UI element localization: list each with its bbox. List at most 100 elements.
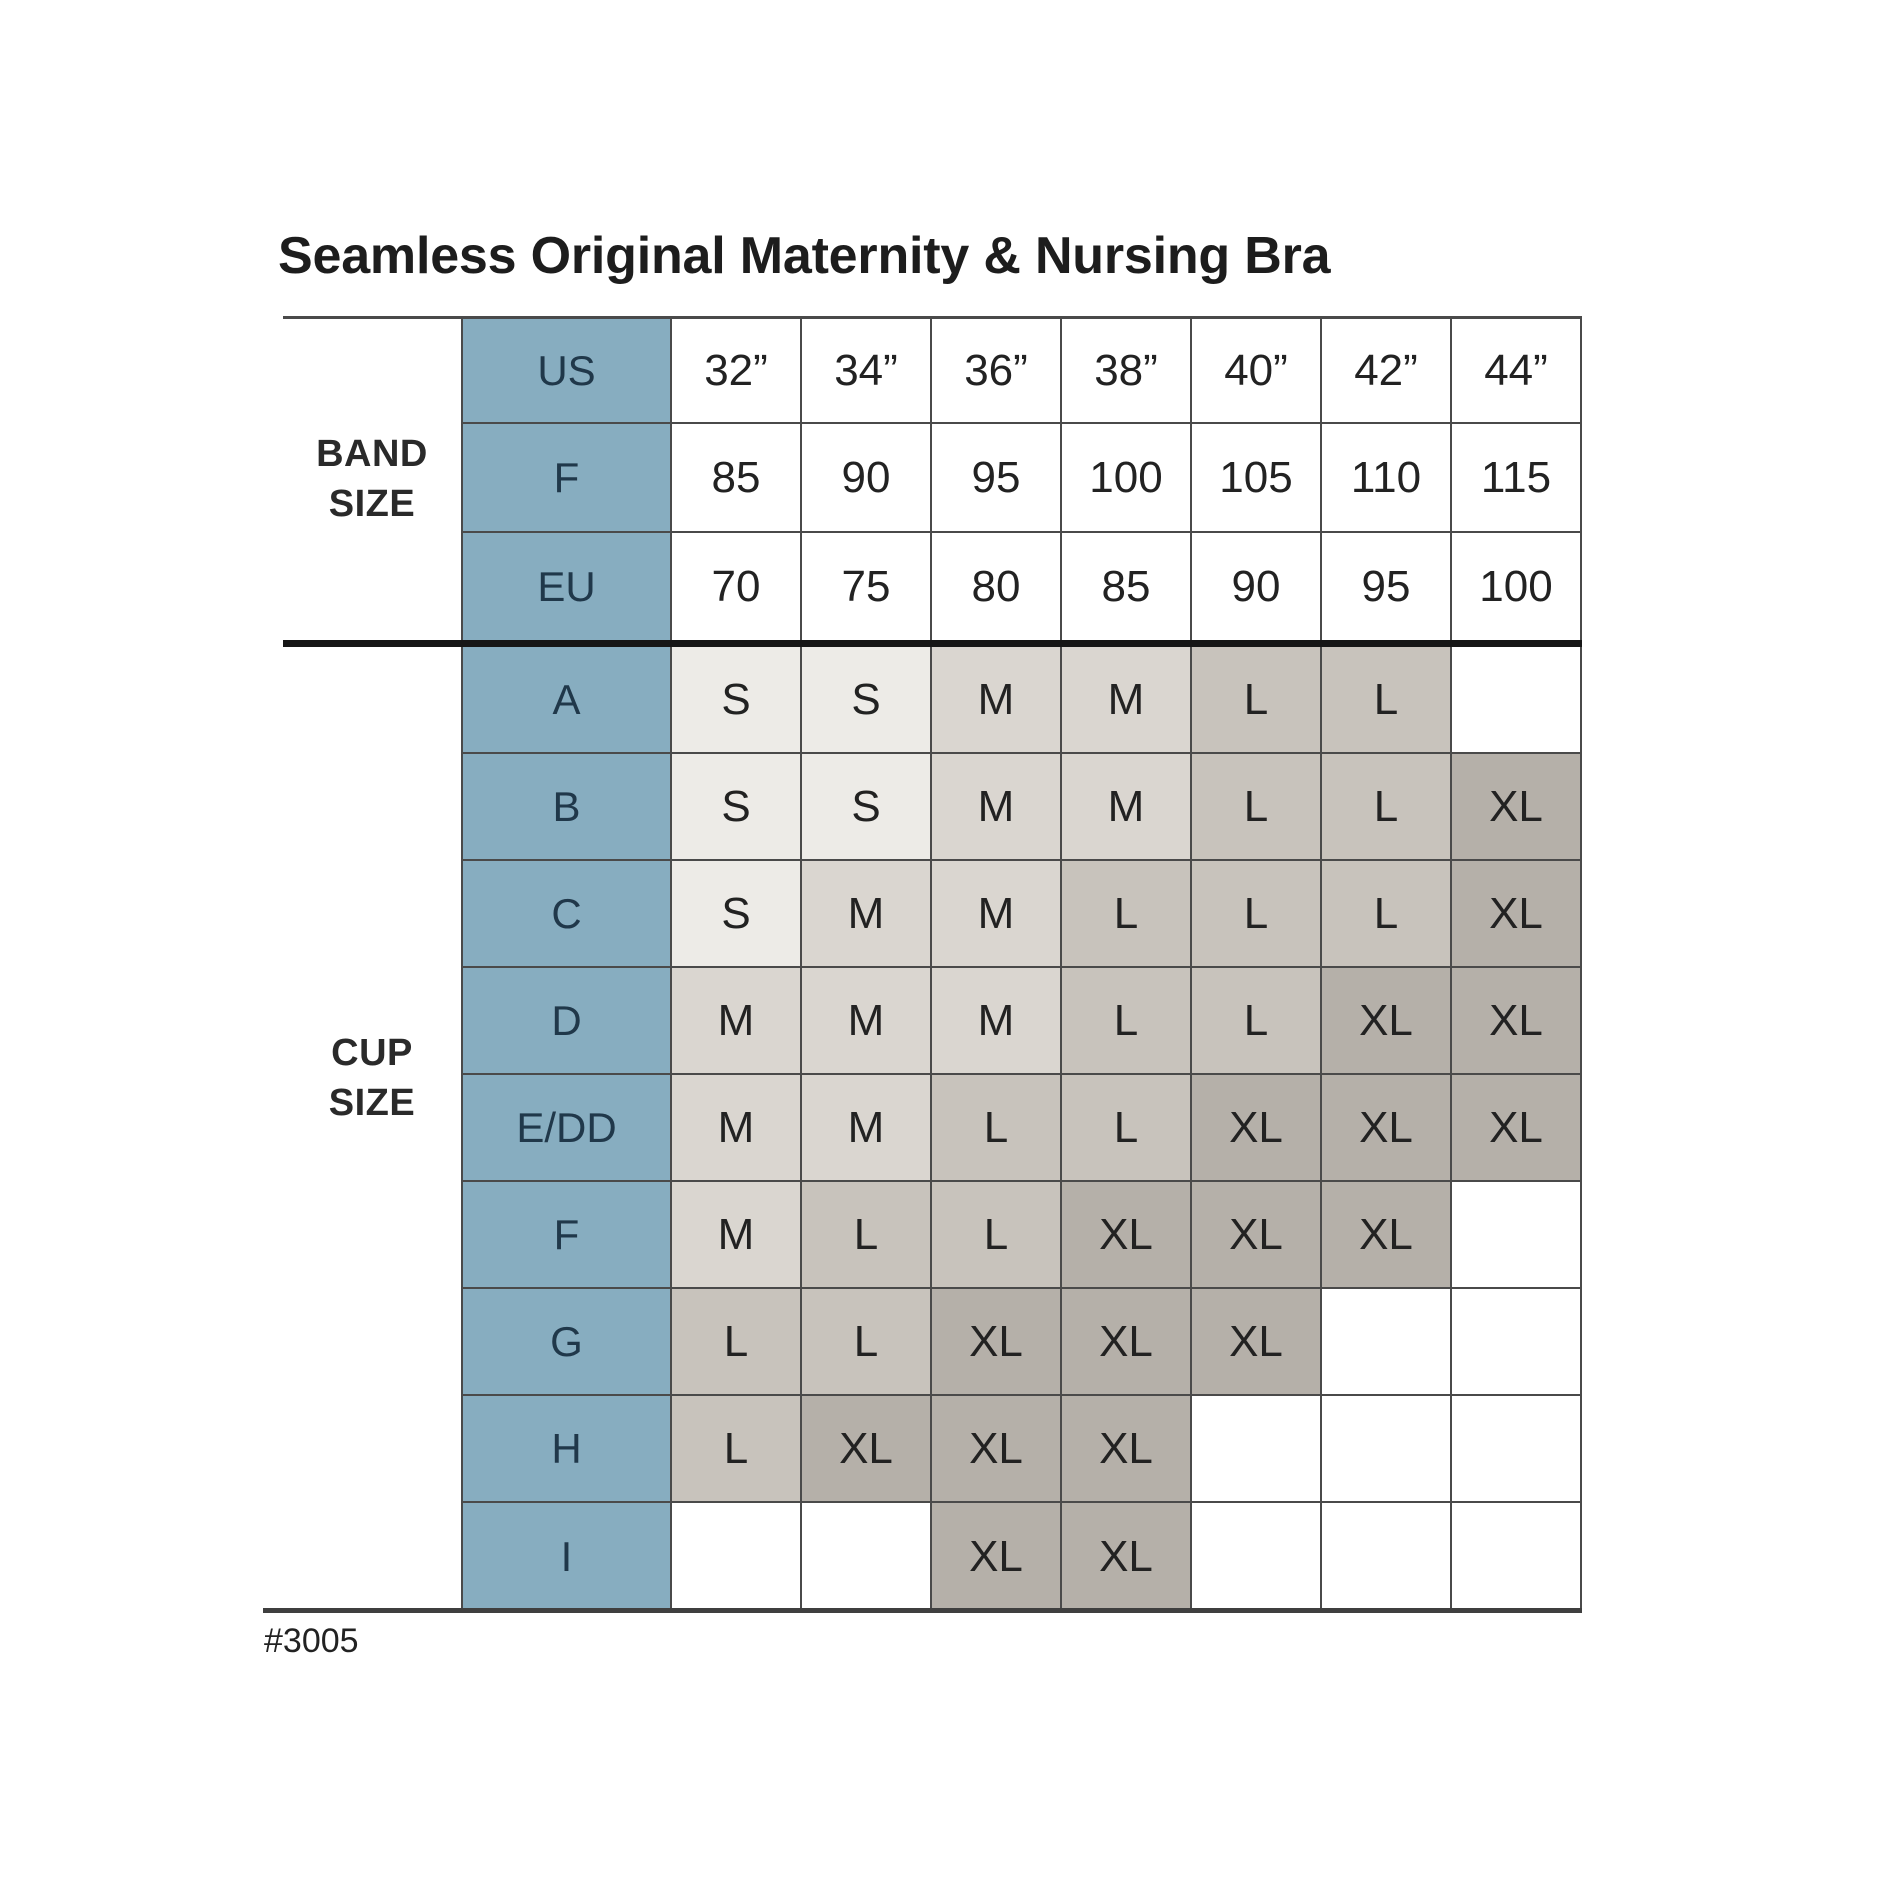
- band-cell-F-col3: 95: [932, 424, 1062, 533]
- cup-cell-A-col4: M: [1062, 647, 1192, 754]
- cup-cell-B-col3: M: [932, 754, 1062, 861]
- section-divider-line: [283, 640, 1582, 647]
- cup-cell-E-DD-col2: M: [802, 1075, 932, 1182]
- cup-cell-G-col3: XL: [932, 1289, 1062, 1396]
- cup-cell-C-col5: L: [1192, 861, 1322, 968]
- band-cell-US-col6: 42”: [1322, 319, 1452, 424]
- cup-cell-I-col5: [1192, 1503, 1322, 1610]
- band-cell-F-col1: 85: [672, 424, 802, 533]
- band-row-header-EU: EU: [461, 533, 672, 640]
- cup-row-header-E-DD: E/DD: [461, 1075, 672, 1182]
- cup-cell-D-col4: L: [1062, 968, 1192, 1075]
- cup-cell-D-col6: XL: [1322, 968, 1452, 1075]
- band-cell-EU-col6: 95: [1322, 533, 1452, 640]
- cup-size-section-label: CUP SIZE: [283, 647, 461, 1610]
- cup-cell-C-col4: L: [1062, 861, 1192, 968]
- cup-cell-H-col3: XL: [932, 1396, 1062, 1503]
- cup-cell-B-col7: XL: [1452, 754, 1582, 861]
- cup-cell-H-col4: XL: [1062, 1396, 1192, 1503]
- cup-cell-G-col7: [1452, 1289, 1582, 1396]
- band-row-header-US: US: [461, 319, 672, 424]
- cup-cell-G-col1: L: [672, 1289, 802, 1396]
- chart-title: Seamless Original Maternity & Nursing Br…: [278, 227, 1331, 285]
- cup-cell-H-col7: [1452, 1396, 1582, 1503]
- cup-cell-A-col2: S: [802, 647, 932, 754]
- cup-cell-E-DD-col4: L: [1062, 1075, 1192, 1182]
- cup-cell-F-col4: XL: [1062, 1182, 1192, 1289]
- cup-row-header-A: A: [461, 647, 672, 754]
- cup-cell-C-col2: M: [802, 861, 932, 968]
- cup-cell-F-col5: XL: [1192, 1182, 1322, 1289]
- band-cell-US-col1: 32”: [672, 319, 802, 424]
- table-bottom-border: [263, 1608, 1582, 1613]
- cup-cell-H-col5: [1192, 1396, 1322, 1503]
- band-cell-EU-col5: 90: [1192, 533, 1322, 640]
- cup-cell-F-col6: XL: [1322, 1182, 1452, 1289]
- cup-cell-E-DD-col5: XL: [1192, 1075, 1322, 1182]
- band-size-section-label: BAND SIZE: [283, 319, 461, 640]
- cup-cell-D-col3: M: [932, 968, 1062, 1075]
- cup-cell-I-col3: XL: [932, 1503, 1062, 1610]
- cup-size-label-line1: CUP: [331, 1032, 413, 1075]
- band-cell-EU-col7: 100: [1452, 533, 1582, 640]
- cup-cell-H-col6: [1322, 1396, 1452, 1503]
- cup-cell-F-col7: [1452, 1182, 1582, 1289]
- cup-cell-E-DD-col1: M: [672, 1075, 802, 1182]
- band-cell-EU-col1: 70: [672, 533, 802, 640]
- band-cell-F-col4: 100: [1062, 424, 1192, 533]
- cup-row-header-I: I: [461, 1503, 672, 1610]
- cup-cell-I-col7: [1452, 1503, 1582, 1610]
- band-row-header-F: F: [461, 424, 672, 533]
- cup-cell-B-col2: S: [802, 754, 932, 861]
- band-size-label-line2: SIZE: [328, 482, 416, 525]
- cup-cell-F-col1: M: [672, 1182, 802, 1289]
- cup-cell-I-col4: XL: [1062, 1503, 1192, 1610]
- band-cell-EU-col3: 80: [932, 533, 1062, 640]
- cup-cell-B-col4: M: [1062, 754, 1192, 861]
- cup-cell-A-col7: [1452, 647, 1582, 754]
- cup-cell-D-col1: M: [672, 968, 802, 1075]
- band-size-label-line1: BAND: [316, 433, 428, 476]
- product-code: #3005: [264, 1622, 359, 1660]
- cup-cell-B-col5: L: [1192, 754, 1322, 861]
- cup-row-header-F: F: [461, 1182, 672, 1289]
- cup-cell-I-col2: [802, 1503, 932, 1610]
- cup-cell-F-col2: L: [802, 1182, 932, 1289]
- cup-cell-A-col5: L: [1192, 647, 1322, 754]
- cup-row-header-B: B: [461, 754, 672, 861]
- cup-cell-G-col4: XL: [1062, 1289, 1192, 1396]
- cup-cell-E-DD-col6: XL: [1322, 1075, 1452, 1182]
- cup-cell-A-col1: S: [672, 647, 802, 754]
- cup-cell-C-col7: XL: [1452, 861, 1582, 968]
- size-table: BAND SIZE CUP SIZE US 32” 34” 36” 38” 40” 42” 4…: [263, 316, 1582, 1613]
- cup-cell-D-col7: XL: [1452, 968, 1582, 1075]
- band-cell-F-col7: 115: [1452, 424, 1582, 533]
- cup-row-header-H: H: [461, 1396, 672, 1503]
- cup-cell-C-col6: L: [1322, 861, 1452, 968]
- band-cell-US-col3: 36”: [932, 319, 1062, 424]
- cup-row-header-C: C: [461, 861, 672, 968]
- cup-cell-B-col6: L: [1322, 754, 1452, 861]
- cup-cell-H-col1: L: [672, 1396, 802, 1503]
- cup-cell-I-col1: [672, 1503, 802, 1610]
- cup-cell-C-col3: M: [932, 861, 1062, 968]
- cup-cell-A-col3: M: [932, 647, 1062, 754]
- band-cell-EU-col2: 75: [802, 533, 932, 640]
- cup-cell-A-col6: L: [1322, 647, 1452, 754]
- band-cell-US-col5: 40”: [1192, 319, 1322, 424]
- cup-cell-F-col3: L: [932, 1182, 1062, 1289]
- cup-size-label-line2: SIZE: [328, 1081, 416, 1124]
- cup-cell-G-col2: L: [802, 1289, 932, 1396]
- cup-row-header-G: G: [461, 1289, 672, 1396]
- band-cell-F-col5: 105: [1192, 424, 1322, 533]
- band-cell-F-col2: 90: [802, 424, 932, 533]
- cup-cell-I-col6: [1322, 1503, 1452, 1610]
- cup-cell-G-col6: [1322, 1289, 1452, 1396]
- band-cell-F-col6: 110: [1322, 424, 1452, 533]
- cup-cell-E-DD-col3: L: [932, 1075, 1062, 1182]
- band-cell-EU-col4: 85: [1062, 533, 1192, 640]
- cup-cell-C-col1: S: [672, 861, 802, 968]
- cup-cell-G-col5: XL: [1192, 1289, 1322, 1396]
- cup-cell-D-col2: M: [802, 968, 932, 1075]
